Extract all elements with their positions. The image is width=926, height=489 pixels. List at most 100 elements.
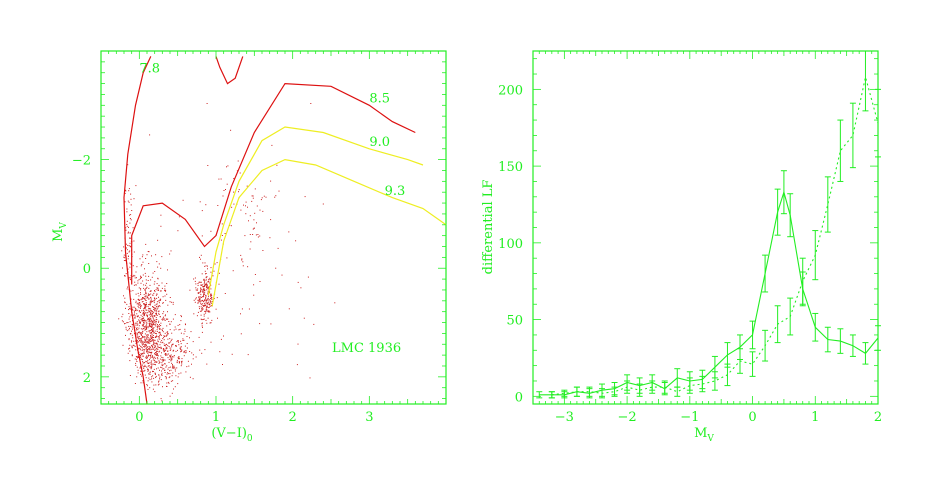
- scatter-point: [207, 165, 209, 166]
- scatter-point: [158, 284, 160, 286]
- scatter-point: [142, 344, 144, 346]
- scatter-point: [276, 164, 278, 166]
- scatter-point: [121, 250, 123, 252]
- scatter-point: [140, 370, 142, 372]
- scatter-point: [135, 340, 136, 342]
- scatter-point: [220, 239, 222, 241]
- scatter-point: [147, 319, 149, 320]
- scatter-point: [223, 190, 225, 191]
- scatter-point: [132, 324, 134, 326]
- scatter-point: [144, 326, 146, 328]
- scatter-point: [165, 290, 166, 292]
- scatter-point: [161, 318, 163, 320]
- scatter-point: [155, 353, 157, 355]
- scatter-point: [139, 338, 141, 340]
- scatter-point: [147, 293, 149, 295]
- scatter-point: [130, 314, 132, 316]
- scatter-point: [270, 180, 272, 182]
- scatter-point: [128, 277, 130, 279]
- scatter-point: [203, 304, 205, 306]
- scatter-point: [202, 319, 204, 320]
- scatter-point: [205, 312, 207, 314]
- scatter-point: [171, 344, 173, 346]
- scatter-point: [173, 388, 174, 390]
- scatter-point: [140, 333, 142, 335]
- scatter-point: [152, 322, 154, 324]
- scatter-point: [208, 311, 210, 313]
- scatter-point: [165, 346, 167, 348]
- scatter-point: [248, 220, 249, 222]
- scatter-point: [146, 322, 148, 324]
- scatter-point: [208, 295, 209, 297]
- scatter-point: [157, 239, 159, 241]
- scatter-point: [201, 300, 203, 302]
- scatter-point: [161, 367, 163, 369]
- scatter-point: [202, 296, 204, 297]
- scatter-point: [158, 374, 160, 376]
- error-bar: [586, 386, 593, 397]
- scatter-point: [170, 369, 172, 371]
- x-tick-label: 2: [874, 410, 882, 425]
- scatter-point: [200, 310, 202, 312]
- scatter-point: [203, 315, 205, 317]
- scatter-point: [135, 332, 137, 334]
- scatter-point: [179, 362, 180, 363]
- scatter-point: [150, 334, 152, 336]
- scatter-point: [142, 330, 144, 332]
- scatter-point: [148, 311, 150, 313]
- scatter-point: [180, 343, 182, 345]
- scatter-point: [200, 294, 202, 296]
- scatter-point: [140, 382, 142, 384]
- scatter-point: [259, 235, 261, 237]
- scatter-point: [162, 368, 164, 370]
- scatter-point: [144, 345, 146, 347]
- scatter-point: [142, 313, 144, 315]
- scatter-point: [145, 347, 147, 349]
- scatter-point: [140, 338, 142, 340]
- scatter-point: [155, 354, 157, 356]
- scatter-point: [142, 336, 143, 337]
- scatter-point: [129, 262, 131, 264]
- scatter-point: [168, 342, 170, 344]
- scatter-point: [186, 347, 188, 349]
- scatter-point: [202, 286, 204, 288]
- scatter-point: [139, 354, 141, 355]
- scatter-point: [134, 310, 136, 311]
- scatter-point: [220, 178, 222, 180]
- scatter-point: [144, 307, 146, 309]
- scatter-point: [216, 297, 218, 299]
- scatter-point: [167, 345, 169, 347]
- scatter-point: [136, 313, 138, 315]
- scatter-point: [168, 373, 170, 375]
- scatter-point: [134, 281, 136, 283]
- scatter-point: [144, 374, 146, 376]
- scatter-point: [207, 290, 209, 292]
- scatter-point: [122, 344, 124, 346]
- scatter-point: [156, 368, 157, 370]
- scatter-point: [164, 350, 166, 352]
- cmd-tick-labels: 0 1 2 3−202: [72, 154, 374, 425]
- error-bar: [599, 388, 605, 399]
- scatter-point: [129, 344, 131, 346]
- scatter-point: [206, 309, 208, 311]
- scatter-point: [131, 345, 133, 347]
- scatter-point: [210, 305, 212, 307]
- scatter-point: [129, 347, 130, 349]
- error-bar: [762, 254, 769, 293]
- scatter-point: [154, 352, 156, 353]
- scatter-point: [200, 281, 202, 283]
- scatter-point: [203, 294, 205, 296]
- scatter-point: [297, 343, 299, 345]
- scatter-point: [157, 310, 159, 312]
- scatter-point: [155, 351, 157, 353]
- scatter-point: [160, 347, 162, 349]
- scatter-point: [151, 333, 153, 335]
- isochrone-label: 7.8: [139, 62, 160, 77]
- scatter-point: [172, 318, 174, 320]
- scatter-point: [140, 349, 142, 351]
- scatter-point: [154, 315, 156, 317]
- scatter-point: [252, 228, 254, 230]
- scatter-point: [167, 372, 169, 374]
- scatter-point: [158, 312, 160, 314]
- scatter-point: [164, 376, 166, 378]
